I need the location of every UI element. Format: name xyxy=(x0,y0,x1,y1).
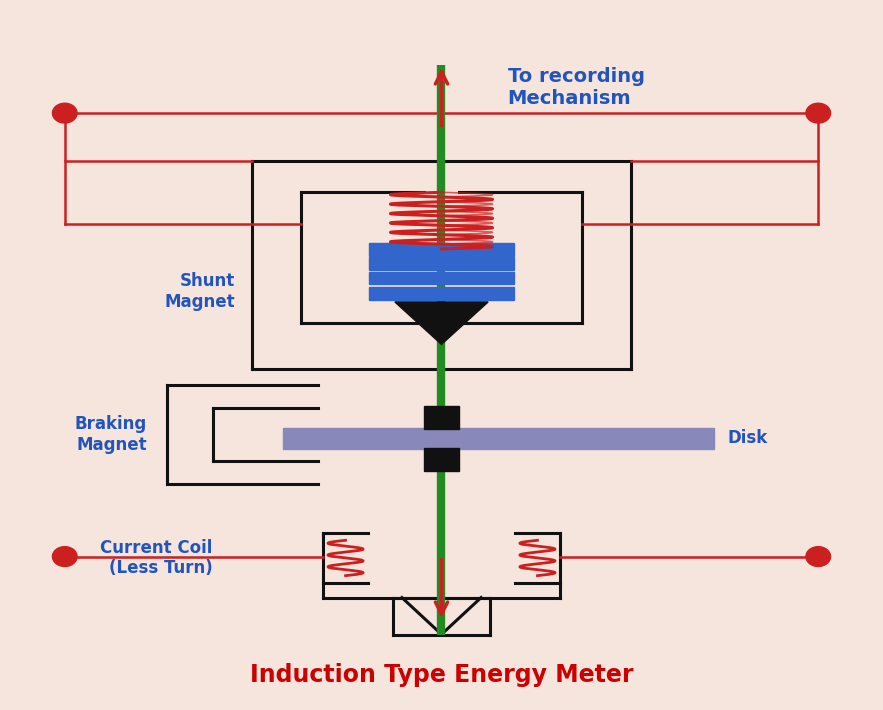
Bar xyxy=(283,428,714,449)
Circle shape xyxy=(52,547,77,567)
Bar xyxy=(424,447,459,471)
Bar xyxy=(369,271,514,284)
Circle shape xyxy=(806,547,831,567)
Text: Shunt
Magnet: Shunt Magnet xyxy=(164,272,235,311)
Text: Disk: Disk xyxy=(728,430,768,447)
Text: Braking
Magnet: Braking Magnet xyxy=(74,415,147,454)
Bar xyxy=(369,258,514,270)
Bar xyxy=(369,287,514,300)
Text: To recording
Mechanism: To recording Mechanism xyxy=(508,67,645,108)
Circle shape xyxy=(806,103,831,123)
Polygon shape xyxy=(395,302,488,344)
Text: Current Coil
(Less Turn): Current Coil (Less Turn) xyxy=(101,539,213,577)
Circle shape xyxy=(52,103,77,123)
Bar xyxy=(424,406,459,430)
Text: Induction Type Energy Meter: Induction Type Energy Meter xyxy=(250,663,633,687)
Bar xyxy=(369,244,514,256)
